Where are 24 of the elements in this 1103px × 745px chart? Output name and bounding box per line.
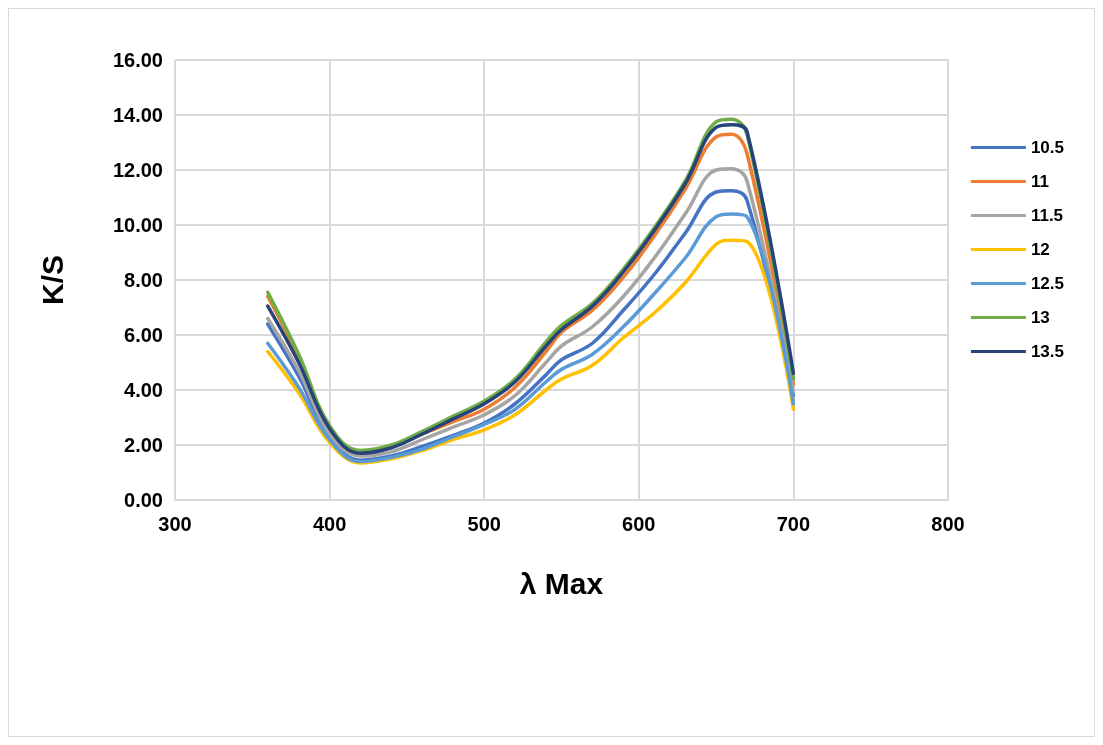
y-axis-title: K/S [35,254,69,306]
y-tick-label: 12.00 [112,159,163,181]
y-tick-label: 16.00 [112,49,163,71]
legend-label: 12.5 [1030,274,1065,293]
legend-label: 13.5 [1030,342,1065,361]
legend-label: 11 [1030,172,1049,191]
x-tick-label: 400 [312,513,347,535]
x-tick-label: 700 [776,513,811,535]
y-tick-label: 14.00 [112,104,163,126]
legend-label: 13 [1030,308,1050,327]
y-tick-label: 10.00 [112,214,163,236]
legend-label: 10.5 [1030,138,1065,157]
y-tick-label: 6.00 [124,324,163,346]
legend-label: 12 [1030,240,1050,259]
x-tick-label: 800 [931,513,965,535]
legend-label: 11.5 [1030,206,1064,225]
y-tick-label: 2.00 [124,434,163,456]
x-axis-title: λ Max [519,566,604,600]
x-tick-label: 500 [467,513,501,535]
y-tick-label: 4.00 [124,379,163,401]
y-tick-label: 0.00 [124,489,163,511]
x-tick-label: 300 [158,513,192,535]
y-tick-label: 8.00 [124,269,163,291]
x-tick-label: 600 [622,513,656,535]
